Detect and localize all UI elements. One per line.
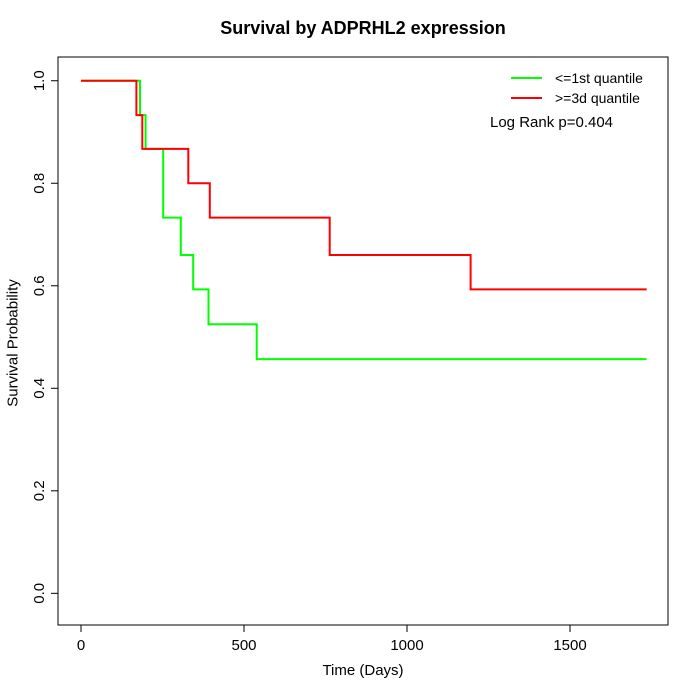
plot-border [57,56,669,626]
legend-item: >=3d quantile [511,88,643,108]
x-axis-tick-label: 1500 [553,637,586,654]
x-axis-tick-label: 1000 [390,637,423,654]
y-axis-tick-label: 0.2 [31,480,48,501]
log-rank-p-value: Log Rank p=0.404 [490,114,614,131]
legend-line-swatch [511,77,542,79]
y-axis-tick-label: 0.8 [31,173,48,194]
x-axis-tick-label: 0 [77,637,85,654]
legend-label: <=1st quantile [555,70,643,86]
x-axis-tick-label: 500 [231,637,256,654]
chart-title: Survival by ADPRHL2 expression [220,18,506,38]
y-axis-tick-label: 0.4 [31,378,48,399]
legend: <=1st quantile >=3d quantile [511,68,643,108]
y-axis-tick-label: 0.0 [31,583,48,604]
x-axis-title: Time (Days) [322,662,404,679]
legend-item: <=1st quantile [511,68,643,88]
km-curve-high-expression [81,79,647,291]
legend-line-swatch [511,97,542,99]
y-axis-tick-label: 1.0 [31,70,48,91]
y-axis-tick-label: 0.6 [31,275,48,296]
legend-label: >=3d quantile [555,90,640,106]
y-axis-title: Survival Probability [4,279,22,407]
